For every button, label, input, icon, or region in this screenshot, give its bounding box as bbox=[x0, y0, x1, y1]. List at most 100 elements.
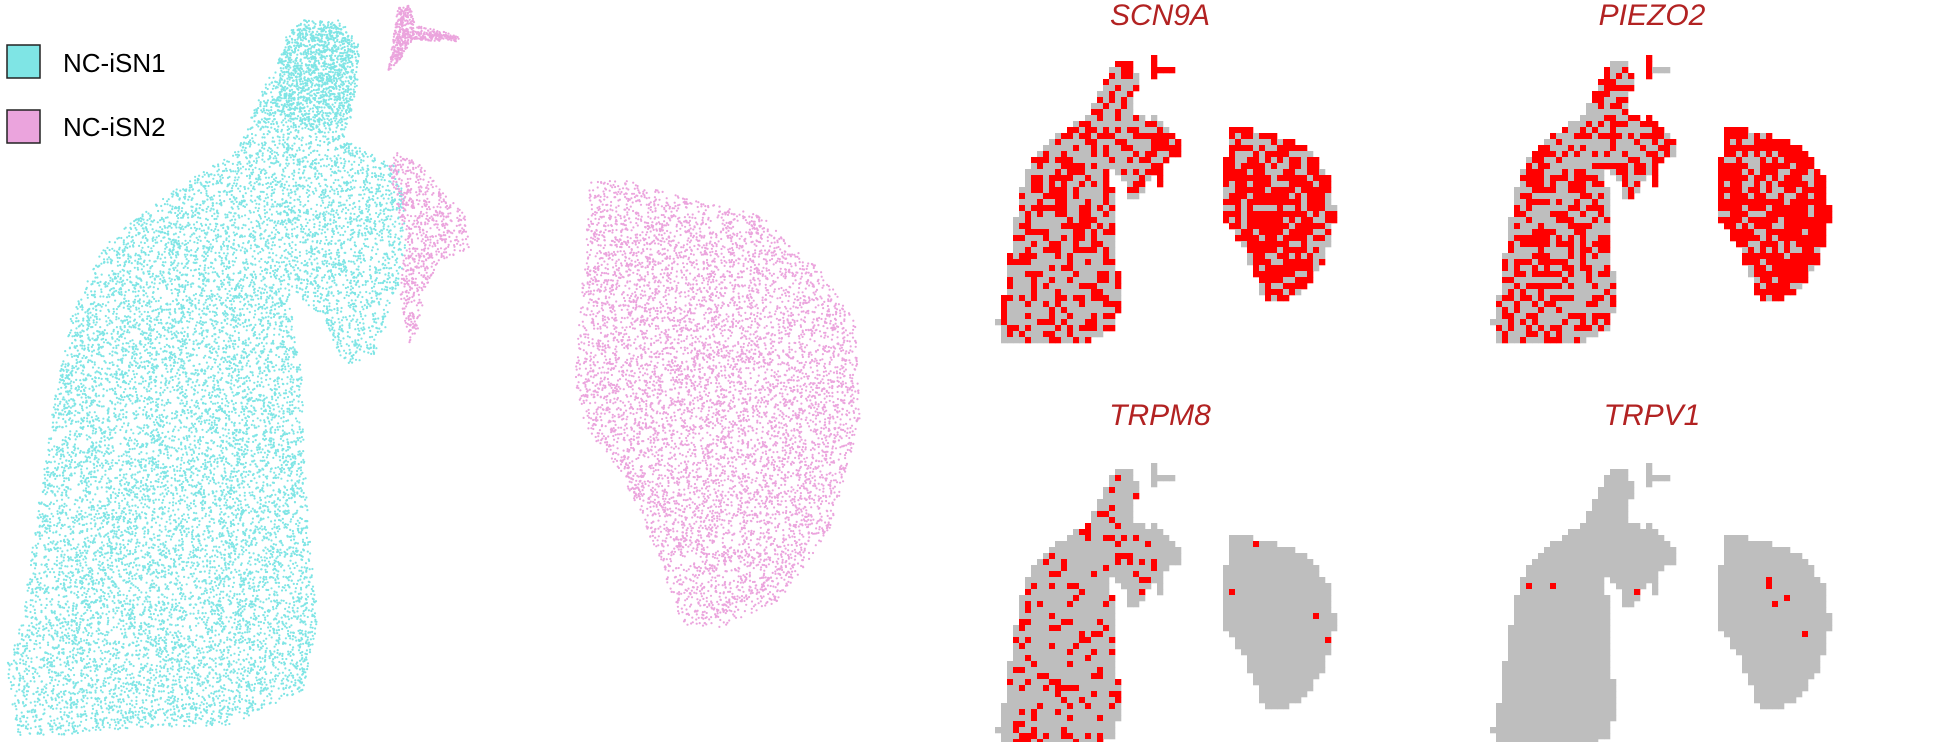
umap-point bbox=[75, 629, 78, 632]
umap-point bbox=[340, 210, 343, 213]
umap-point bbox=[99, 429, 102, 432]
umap-point bbox=[157, 275, 160, 278]
umap-point bbox=[323, 259, 326, 262]
umap-point bbox=[188, 715, 191, 718]
umap-point bbox=[115, 552, 118, 555]
umap-point bbox=[58, 413, 61, 416]
umap-point bbox=[310, 609, 313, 613]
umap-point bbox=[135, 723, 138, 726]
umap-point bbox=[207, 278, 210, 281]
umap-point bbox=[170, 476, 173, 480]
umap-point bbox=[219, 715, 222, 718]
umap-point bbox=[282, 575, 285, 578]
umap-point bbox=[304, 671, 307, 674]
umap-point bbox=[83, 710, 87, 713]
umap-point bbox=[212, 230, 216, 233]
umap-point bbox=[374, 333, 377, 336]
umap-point bbox=[291, 250, 294, 254]
umap-point bbox=[132, 241, 136, 244]
umap-point bbox=[325, 305, 328, 308]
umap-point bbox=[308, 568, 311, 571]
umap-point bbox=[127, 565, 131, 568]
umap-point bbox=[143, 609, 146, 612]
umap-point bbox=[287, 629, 290, 633]
umap-point bbox=[347, 146, 350, 150]
umap-point bbox=[138, 576, 141, 580]
umap-point bbox=[160, 204, 163, 208]
umap-point bbox=[252, 285, 255, 288]
umap-point bbox=[339, 291, 343, 294]
umap-point bbox=[275, 260, 278, 264]
umap-point bbox=[139, 485, 142, 488]
umap-point bbox=[56, 703, 59, 707]
umap-point bbox=[166, 386, 169, 389]
umap-point bbox=[85, 484, 88, 487]
umap-point bbox=[180, 399, 183, 402]
umap-point bbox=[97, 458, 100, 461]
umap-point bbox=[167, 507, 171, 510]
umap-point bbox=[105, 707, 108, 710]
umap-point bbox=[110, 591, 113, 594]
umap-point bbox=[152, 421, 155, 424]
umap-point bbox=[54, 678, 57, 682]
umap-point bbox=[198, 321, 201, 325]
umap-point bbox=[287, 653, 290, 656]
umap-point bbox=[116, 280, 119, 283]
umap-point bbox=[376, 330, 379, 333]
umap-point bbox=[305, 143, 308, 146]
umap-point bbox=[103, 439, 106, 442]
umap-point bbox=[68, 389, 72, 392]
umap-point bbox=[262, 456, 265, 459]
umap-point bbox=[261, 158, 264, 161]
umap-point bbox=[356, 318, 359, 321]
umap-point bbox=[234, 358, 237, 361]
umap-point bbox=[83, 549, 86, 552]
umap-point bbox=[257, 207, 260, 210]
umap-point bbox=[115, 396, 118, 399]
umap-point bbox=[162, 549, 165, 552]
umap-point bbox=[334, 336, 337, 339]
umap-point bbox=[227, 506, 230, 509]
umap-point bbox=[243, 605, 246, 608]
umap-point bbox=[61, 587, 64, 590]
umap-point bbox=[57, 672, 60, 675]
umap-point bbox=[107, 477, 110, 480]
umap-point bbox=[232, 513, 235, 516]
umap-point bbox=[250, 510, 253, 513]
umap-point bbox=[211, 685, 214, 688]
umap-point bbox=[67, 606, 70, 609]
umap-point bbox=[89, 643, 92, 646]
umap-point bbox=[182, 394, 185, 397]
umap-point bbox=[146, 295, 149, 298]
umap-point bbox=[83, 705, 86, 708]
umap-point bbox=[161, 639, 164, 642]
umap-point bbox=[55, 559, 59, 562]
umap-point bbox=[168, 611, 171, 614]
umap-point bbox=[167, 633, 170, 636]
umap-point bbox=[266, 333, 269, 336]
umap-point bbox=[197, 663, 200, 666]
umap-point bbox=[235, 182, 238, 185]
umap-point bbox=[56, 717, 59, 720]
umap-point bbox=[181, 225, 184, 228]
umap-point bbox=[19, 658, 22, 661]
umap-point bbox=[304, 293, 307, 296]
umap-point bbox=[370, 186, 373, 189]
umap-point bbox=[268, 450, 271, 453]
umap-point bbox=[250, 391, 253, 394]
umap-point bbox=[224, 163, 227, 166]
umap-point bbox=[218, 656, 221, 659]
umap-point bbox=[271, 241, 275, 244]
umap-point bbox=[54, 411, 57, 414]
umap-point bbox=[326, 206, 329, 209]
umap-point bbox=[232, 440, 235, 443]
umap-point bbox=[261, 467, 264, 470]
umap-point bbox=[391, 208, 394, 211]
umap-point bbox=[131, 447, 134, 451]
umap-point bbox=[80, 720, 83, 723]
umap-point bbox=[171, 195, 174, 198]
umap-point bbox=[225, 254, 228, 257]
umap-point bbox=[272, 157, 275, 160]
umap-point bbox=[227, 648, 230, 652]
umap-point bbox=[239, 271, 242, 274]
